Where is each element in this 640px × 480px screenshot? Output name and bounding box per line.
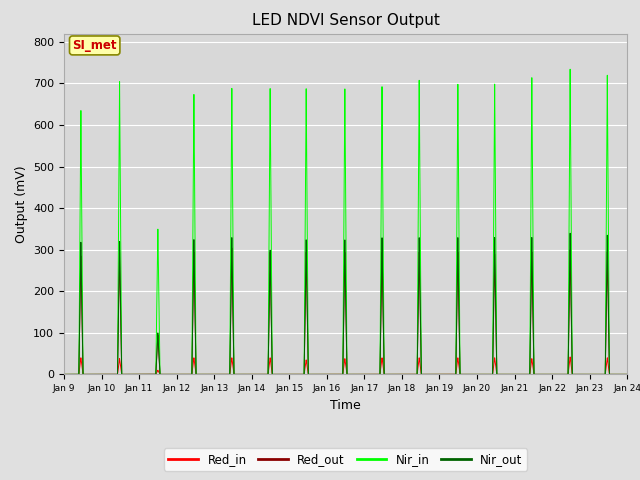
Red_out — [228, 245, 236, 251]
Nir_in — [60, 372, 68, 377]
Legend: Red_in, Red_out, Nir_in, Nir_out: Red_in, Red_out, Nir_in, Nir_out — [164, 448, 527, 471]
Red_in — [60, 372, 68, 377]
Red_in — [358, 372, 365, 377]
Nir_in — [566, 66, 574, 72]
Line: Red_out: Red_out — [64, 248, 627, 374]
Red_out — [548, 372, 556, 377]
Nir_out — [358, 372, 365, 377]
Red_out — [195, 372, 203, 377]
Red_in — [78, 363, 86, 369]
Nir_out — [566, 230, 574, 236]
Title: LED NDVI Sensor Output: LED NDVI Sensor Output — [252, 13, 440, 28]
Y-axis label: Output (mV): Output (mV) — [15, 165, 28, 243]
Nir_in — [623, 372, 631, 377]
X-axis label: Time: Time — [330, 399, 361, 412]
Nir_in — [358, 372, 365, 377]
Red_out — [184, 372, 191, 377]
Nir_out — [122, 372, 129, 377]
Red_in — [122, 372, 129, 377]
Nir_in — [78, 240, 86, 245]
Nir_in — [548, 372, 556, 377]
Red_in — [623, 372, 631, 377]
Line: Nir_out: Nir_out — [64, 233, 627, 374]
Nir_out — [60, 372, 68, 377]
Nir_out — [184, 372, 191, 377]
Red_out — [78, 312, 86, 318]
Nir_in — [122, 372, 129, 377]
Red_out — [122, 372, 129, 377]
Red_out — [60, 372, 68, 377]
Red_in — [195, 372, 203, 377]
Red_in — [566, 354, 574, 360]
Red_out — [358, 372, 365, 377]
Nir_out — [548, 372, 556, 377]
Red_in — [184, 372, 191, 377]
Nir_in — [195, 372, 203, 377]
Red_out — [623, 372, 631, 377]
Text: SI_met: SI_met — [72, 39, 117, 52]
Nir_in — [184, 372, 191, 377]
Line: Red_in: Red_in — [64, 357, 627, 374]
Nir_out — [195, 372, 203, 377]
Nir_out — [623, 372, 631, 377]
Red_in — [548, 372, 556, 377]
Nir_out — [78, 305, 86, 311]
Line: Nir_in: Nir_in — [64, 69, 627, 374]
